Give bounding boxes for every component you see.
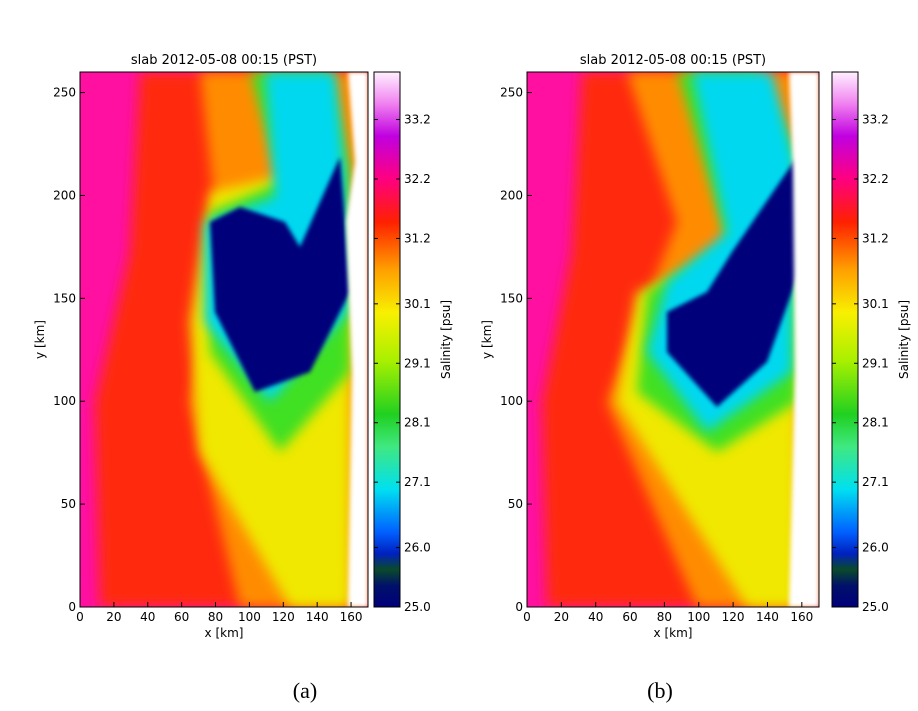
colorbar-tick-label: 27.1	[404, 475, 431, 489]
y-tick-label: 50	[508, 497, 523, 511]
x-tick-label: 60	[622, 610, 637, 624]
y-axis-label: y [km]	[33, 320, 47, 359]
x-tick-label: 40	[588, 610, 603, 624]
x-tick-label: 60	[174, 610, 189, 624]
y-tick-label: 150	[500, 291, 523, 305]
x-tick-label: 40	[140, 610, 155, 624]
y-tick-label: 200	[500, 188, 523, 202]
colorbar-tick-label: 31.2	[862, 231, 889, 245]
salinity-field	[80, 72, 368, 607]
chart-title: slab 2012-05-08 00:15 (PST)	[580, 53, 766, 68]
x-tick-label: 120	[272, 610, 295, 624]
colorbar-tick-label: 31.2	[404, 231, 431, 245]
colorbar-tick-label: 27.1	[862, 475, 889, 489]
axes-frame	[526, 71, 820, 608]
x-tick-label: 100	[687, 610, 710, 624]
x-axis-label: x [km]	[654, 626, 693, 640]
colorbar-tick-label: 26.0	[404, 541, 431, 555]
field-region	[667, 157, 799, 407]
y-tick-label: 50	[61, 497, 76, 511]
x-tick-label: 160	[790, 610, 813, 624]
axes-frame	[79, 71, 369, 608]
colorbar-tick-label: 33.2	[404, 113, 431, 127]
colorbar-tick-label: 29.1	[862, 356, 889, 370]
y-tick-label: 200	[53, 188, 76, 202]
colorbar-tick-label: 29.1	[404, 356, 431, 370]
y-tick-label: 250	[500, 86, 523, 100]
field-region	[346, 72, 368, 607]
colorbar-tick-label: 28.1	[404, 416, 431, 430]
y-tick-label: 250	[53, 86, 76, 100]
colorbar-label: Salinity [psu]	[439, 300, 453, 379]
x-axis-label: x [km]	[205, 626, 244, 640]
colorbar-tick-label: 25.0	[404, 600, 431, 614]
x-tick-label: 80	[657, 610, 672, 624]
y-axis-label: y [km]	[480, 320, 494, 359]
x-tick-label: 140	[306, 610, 329, 624]
y-tick-label: 150	[53, 291, 76, 305]
x-tick-label: 0	[76, 610, 84, 624]
panel: slab 2012-05-08 00:15 (PST) 0 20 40 60 80 100 1…	[33, 53, 453, 703]
panel: slab 2012-05-08 00:15 (PST) 0 20 40 60 80 100 1…	[480, 53, 911, 703]
y-tick-label: 100	[500, 394, 523, 408]
colorbar-tick-label: 28.1	[862, 416, 889, 430]
y-tick-label: 0	[68, 600, 76, 614]
colorbar	[373, 71, 401, 608]
x-tick-label: 20	[554, 610, 569, 624]
x-tick-label: 160	[340, 610, 363, 624]
caption: (a)	[293, 678, 317, 703]
colorbar-tick-label: 30.1	[862, 297, 889, 311]
caption: (b)	[647, 678, 673, 703]
x-tick-label: 100	[238, 610, 261, 624]
field-region	[789, 72, 819, 607]
chart-title: slab 2012-05-08 00:15 (PST)	[131, 53, 317, 68]
x-tick-label: 120	[722, 610, 745, 624]
colorbar-tick-label: 30.1	[404, 297, 431, 311]
field-region	[210, 157, 350, 392]
colorbar-tick-label: 33.2	[862, 113, 889, 127]
x-tick-label: 20	[106, 610, 121, 624]
colorbar	[831, 71, 859, 608]
y-tick-label: 100	[53, 394, 76, 408]
x-tick-label: 0	[523, 610, 531, 624]
colorbar-tick-label: 26.0	[862, 541, 889, 555]
colorbar-tick-label: 32.2	[862, 172, 889, 186]
x-tick-label: 80	[208, 610, 223, 624]
x-tick-label: 140	[756, 610, 779, 624]
colorbar-label: Salinity [psu]	[897, 300, 911, 379]
salinity-field	[527, 72, 819, 607]
colorbar-tick-label: 25.0	[862, 600, 889, 614]
y-tick-label: 0	[515, 600, 523, 614]
colorbar-tick-label: 32.2	[404, 172, 431, 186]
